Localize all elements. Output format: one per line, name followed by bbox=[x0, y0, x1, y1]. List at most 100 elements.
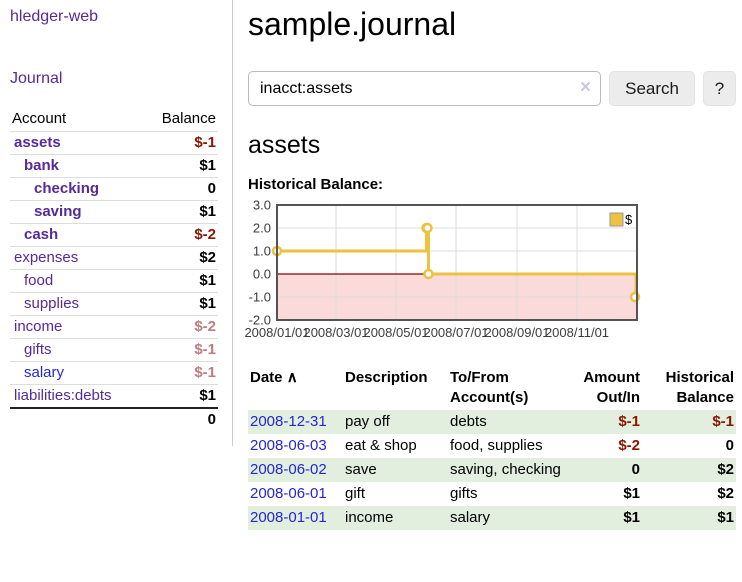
transaction-row: 2008-06-02 save saving, checking 0 $2 bbox=[248, 458, 736, 482]
transaction-amount: $1 bbox=[623, 485, 640, 502]
svg-text:2008/03/01: 2008/03/01 bbox=[303, 325, 368, 340]
svg-text:$: $ bbox=[625, 212, 633, 227]
svg-text:2008/05/01: 2008/05/01 bbox=[363, 325, 428, 340]
account-balance: $1 bbox=[143, 154, 218, 178]
account-section-title: assets bbox=[248, 131, 321, 159]
svg-text:2008/11/01: 2008/11/01 bbox=[545, 325, 609, 340]
account-balance: $-1 bbox=[143, 131, 218, 155]
transaction-description: income bbox=[345, 509, 394, 526]
page-title: sample.journal bbox=[248, 6, 457, 42]
svg-text:1.0: 1.0 bbox=[253, 244, 271, 259]
column-header-description: Description bbox=[345, 369, 428, 386]
account-link[interactable]: assets bbox=[14, 133, 61, 151]
app-brand-link[interactable]: hledger-web bbox=[10, 8, 99, 25]
transaction-balance: $2 bbox=[717, 485, 734, 502]
account-link[interactable]: supplies bbox=[24, 294, 80, 312]
account-link[interactable]: saving bbox=[34, 202, 82, 220]
svg-text:-1.0: -1.0 bbox=[249, 290, 271, 305]
transactions-table: Date ∧ Description To/From Account(s) Am… bbox=[248, 366, 736, 530]
transaction-balance: 0 bbox=[725, 437, 734, 454]
transaction-description: pay off bbox=[345, 413, 390, 430]
account-balance: 0 bbox=[143, 177, 218, 201]
transactions-header-row: Date ∧ Description To/From Account(s) Am… bbox=[248, 366, 736, 410]
account-link[interactable]: expenses bbox=[14, 248, 79, 266]
column-header-date[interactable]: Date ∧ bbox=[250, 369, 298, 386]
account-balance: $1 bbox=[143, 292, 218, 316]
transaction-row: 2008-06-01 gift gifts $1 $2 bbox=[248, 482, 736, 506]
transaction-row: 2008-01-01 income salary $1 $1 bbox=[248, 506, 736, 530]
help-button[interactable]: ? bbox=[703, 71, 736, 106]
main-content: sample.journal × Search ? assets Histori… bbox=[244, 0, 736, 530]
accounts-total-balance: 0 bbox=[143, 406, 218, 431]
transaction-date-link[interactable]: 2008-01-01 bbox=[250, 509, 327, 526]
account-balance: $-2 bbox=[143, 315, 218, 339]
accounts-header-row: Account Balance bbox=[10, 108, 218, 132]
accounts-header-account: Account bbox=[10, 108, 144, 132]
account-link[interactable]: salary bbox=[24, 363, 65, 381]
transaction-accounts: saving, checking bbox=[450, 461, 561, 478]
transaction-date-link[interactable]: 2008-06-03 bbox=[250, 437, 327, 454]
account-balance: $1 bbox=[143, 384, 218, 408]
account-balance: $1 bbox=[143, 269, 218, 293]
account-row: supplies $1 bbox=[10, 292, 218, 316]
transaction-accounts: food, supplies bbox=[450, 437, 543, 454]
sidebar: hledger-web Journal Account Balance asse… bbox=[0, 0, 233, 446]
transaction-description: save bbox=[345, 461, 377, 478]
search-button[interactable]: Search bbox=[609, 71, 695, 106]
transaction-amount: $1 bbox=[623, 509, 640, 526]
transaction-accounts: debts bbox=[450, 413, 487, 430]
account-link[interactable]: checking bbox=[34, 179, 100, 197]
account-row: expenses $2 bbox=[10, 246, 218, 270]
account-link[interactable]: bank bbox=[24, 156, 60, 174]
account-balance: $1 bbox=[143, 200, 218, 224]
svg-text:2.0: 2.0 bbox=[253, 221, 271, 236]
column-header-accounts: To/From Account(s) bbox=[450, 369, 529, 406]
svg-text:3.0: 3.0 bbox=[253, 200, 271, 213]
account-link[interactable]: income bbox=[14, 317, 63, 335]
account-link[interactable]: cash bbox=[24, 225, 59, 243]
account-row: income $-2 bbox=[10, 315, 218, 339]
account-row: liabilities:debts $1 bbox=[10, 384, 218, 408]
account-row: assets $-1 bbox=[10, 131, 218, 155]
transaction-accounts: gifts bbox=[450, 485, 478, 502]
transaction-amount: 0 bbox=[631, 461, 640, 478]
account-link[interactable]: gifts bbox=[24, 340, 52, 358]
transaction-description: eat & shop bbox=[345, 437, 417, 454]
account-row: gifts $-1 bbox=[10, 338, 218, 362]
transaction-row: 2008-12-31 pay off debts $-1 $-1 bbox=[248, 410, 736, 434]
transaction-row: 2008-06-03 eat & shop food, supplies $-2… bbox=[248, 434, 736, 458]
accounts-table: Account Balance assets $-1 bank $1 bbox=[10, 108, 218, 431]
transaction-description: gift bbox=[345, 485, 366, 502]
account-row: cash $-2 bbox=[10, 223, 218, 247]
account-link[interactable]: liabilities:debts bbox=[14, 386, 112, 404]
transaction-amount: $-2 bbox=[618, 437, 640, 454]
search-bar: × Search ? bbox=[248, 71, 736, 106]
column-header-amount: Amount Out/In bbox=[583, 369, 640, 406]
account-link[interactable]: food bbox=[24, 271, 54, 289]
svg-text:2008/01/01: 2008/01/01 bbox=[244, 325, 309, 340]
transaction-balance: $-1 bbox=[712, 413, 734, 430]
transaction-date-link[interactable]: 2008-12-31 bbox=[250, 413, 327, 430]
chart-svg: 3.0 2.0 1.0 0.0 -1.0 -2.02008/01/012008/03/01… bbox=[244, 198, 641, 340]
search-input[interactable] bbox=[248, 71, 602, 106]
svg-text:2008/07/01: 2008/07/01 bbox=[423, 325, 488, 340]
transaction-date-link[interactable]: 2008-06-02 bbox=[250, 461, 327, 478]
account-balance: $2 bbox=[143, 246, 218, 270]
accounts-header-balance: Balance bbox=[143, 108, 218, 132]
accounts-total-row: 0 bbox=[10, 406, 218, 431]
sort-ascending-icon: ∧ bbox=[286, 369, 298, 386]
transaction-accounts: salary bbox=[450, 509, 491, 526]
account-row: saving $1 bbox=[10, 200, 218, 224]
account-row: checking 0 bbox=[10, 177, 218, 201]
transaction-amount: $-1 bbox=[618, 413, 640, 430]
svg-text:0.0: 0.0 bbox=[253, 267, 271, 282]
account-row: food $1 bbox=[10, 269, 218, 293]
sidebar-item-journal[interactable]: Journal bbox=[10, 70, 63, 87]
transaction-date-link[interactable]: 2008-06-01 bbox=[250, 485, 327, 502]
account-row: bank $1 bbox=[10, 154, 218, 178]
clear-search-icon[interactable]: × bbox=[580, 77, 592, 98]
svg-text:-2.0: -2.0 bbox=[249, 313, 271, 328]
transaction-balance: $1 bbox=[717, 509, 734, 526]
column-header-balance: Historical Balance bbox=[665, 369, 734, 406]
historical-balance-chart: 3.0 2.0 1.0 0.0 -1.0 -2.0 2008/01/01 2008/03/01… bbox=[241, 198, 736, 352]
